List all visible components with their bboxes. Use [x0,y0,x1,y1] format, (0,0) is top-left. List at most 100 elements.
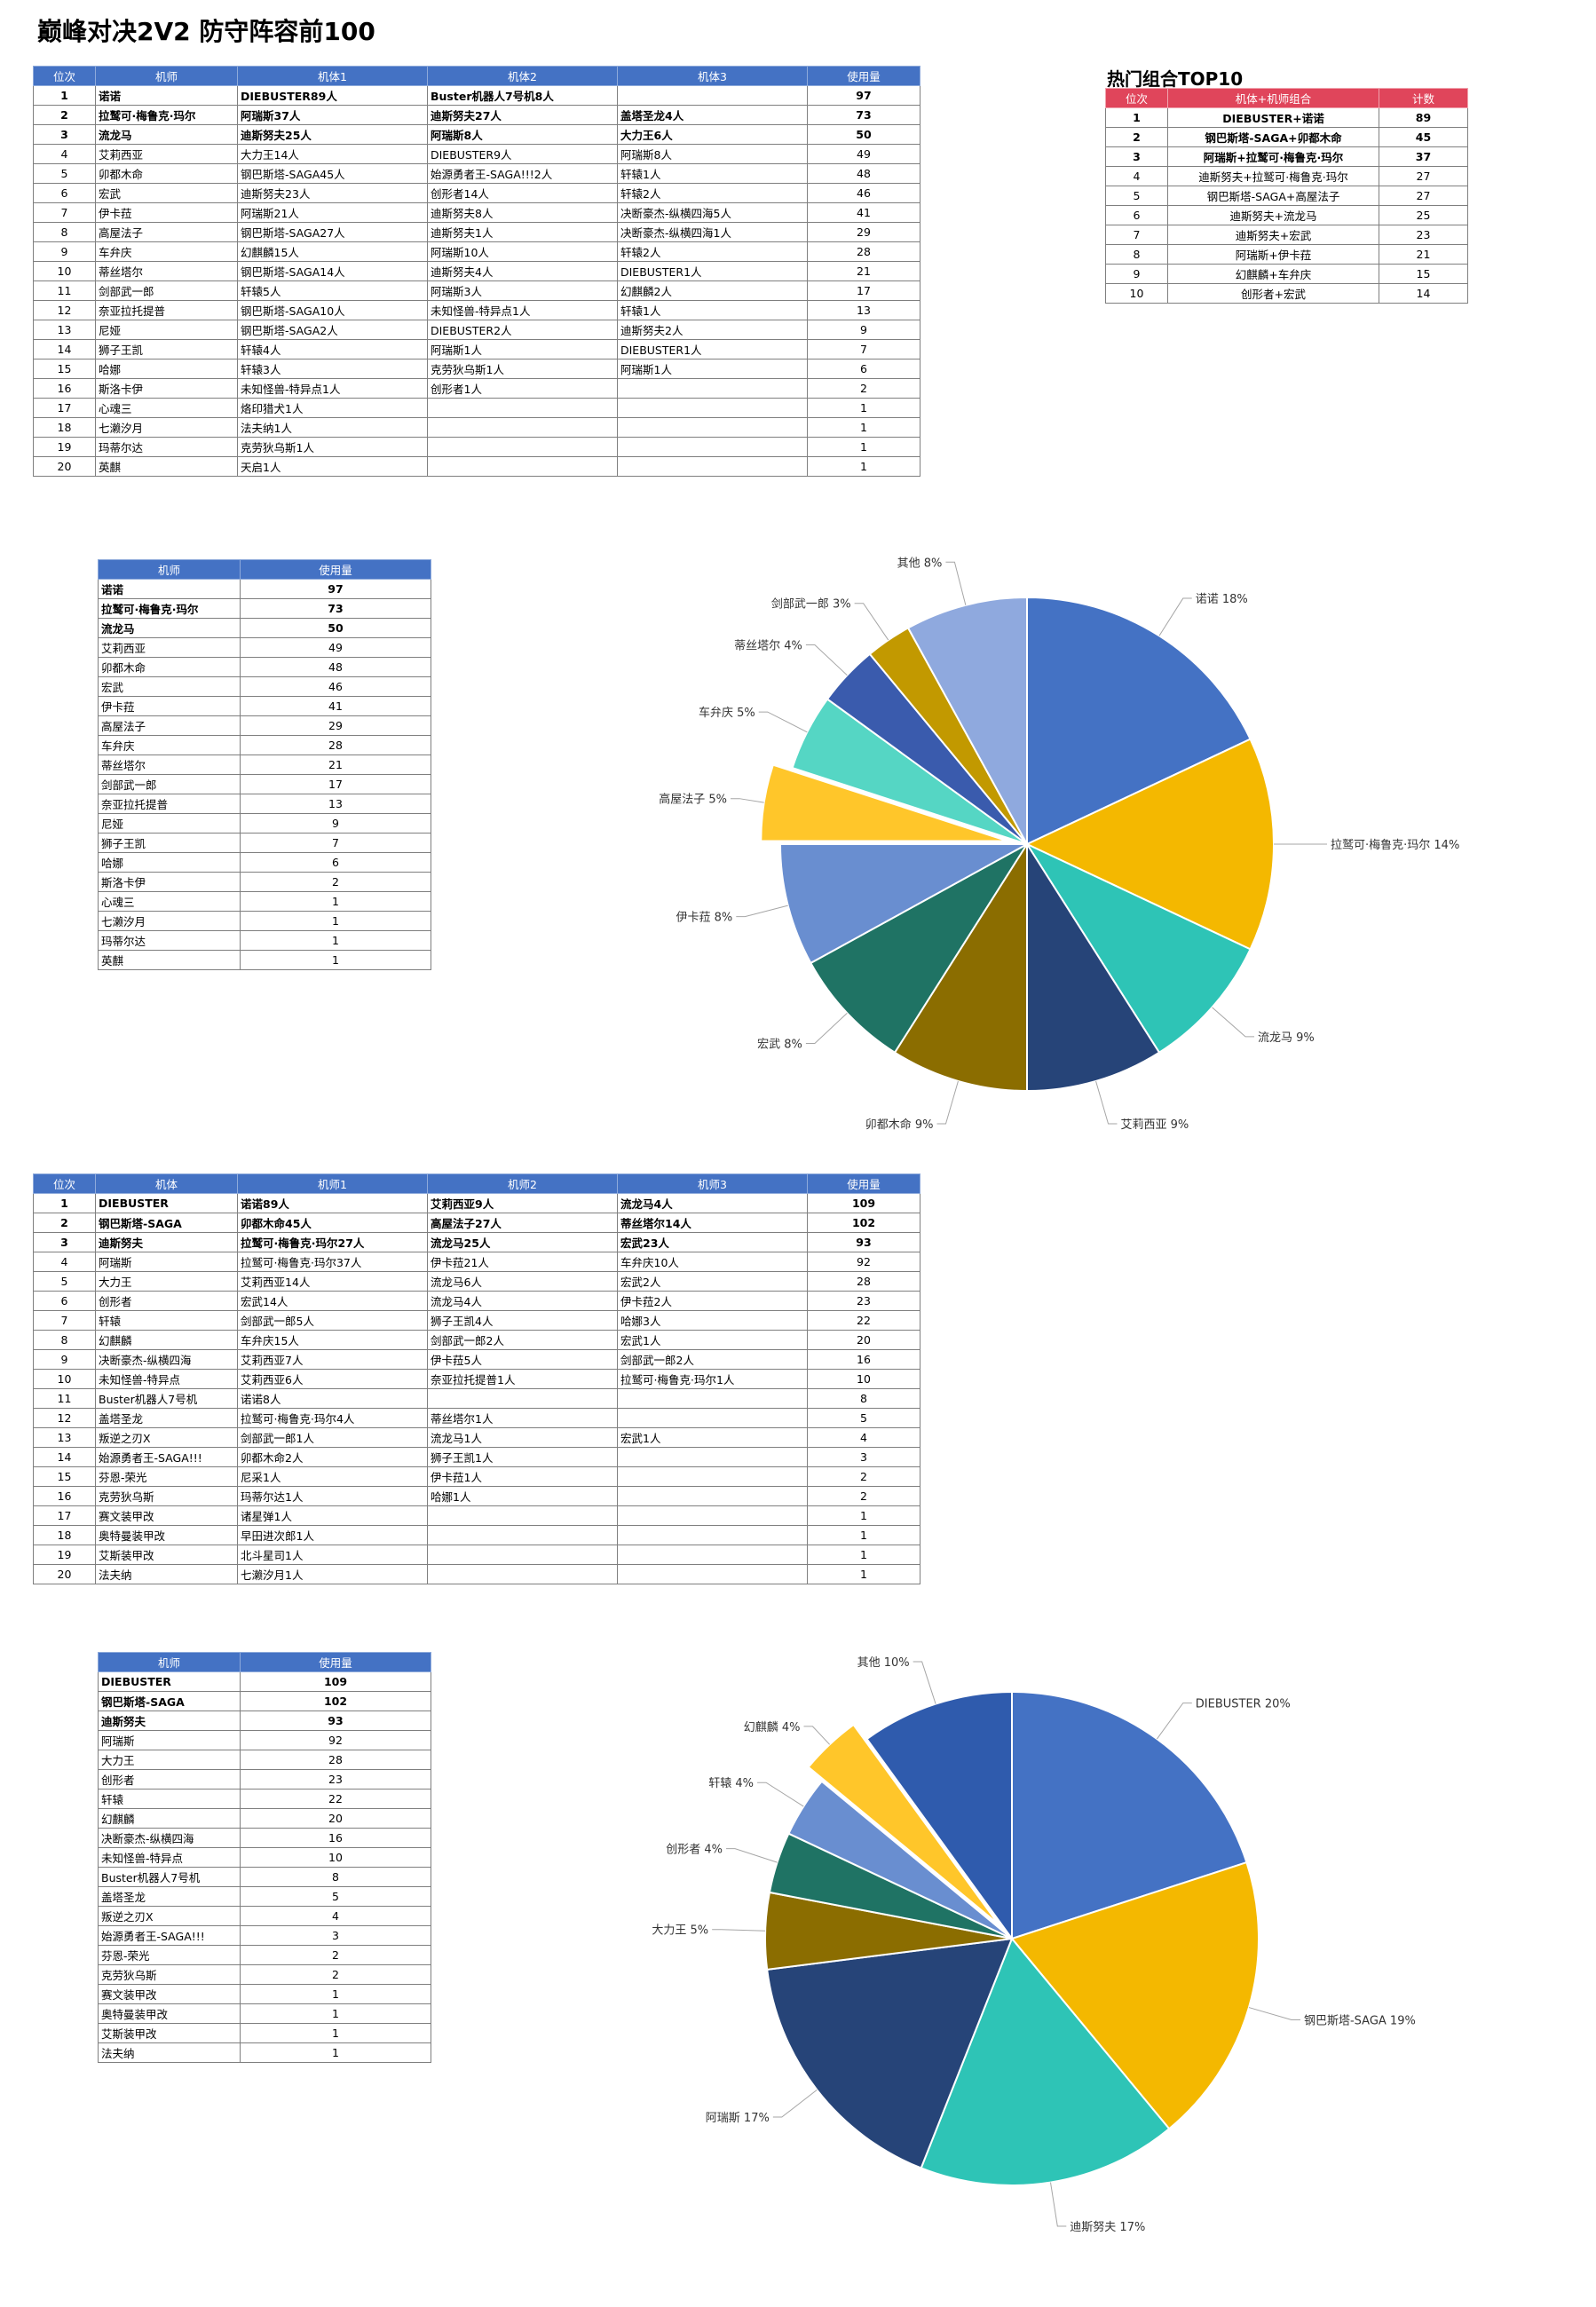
table-row: 创形者 23 [98,1769,431,1790]
table-row: 阿瑞斯 92 [98,1730,431,1750]
table-cell: 20 [33,1564,96,1584]
pilot-usage-table: 机师 使用量 诺诺 97 拉鹫可·梅鲁克·玛尔 73 流龙马 50 艾莉西亚 49 卯都木命 48 宏武… [98,559,431,970]
table-cell: 车弁庆10人 [617,1252,808,1272]
table-cell: 狮子王凯 [98,833,241,853]
table-row: 13 叛逆之刃X 剑部武一郎1人 流龙马1人 宏武1人 4 [33,1427,920,1448]
leader-line [757,1782,804,1807]
table-cell: 流龙马 [95,124,238,145]
pie-slice [865,1690,1013,1942]
table-cell: 13 [807,300,920,320]
table-cell: 阿瑞斯8人 [427,124,618,145]
table-cell: 18 [33,417,96,438]
header-row: 位次 机体+机师组合 计数 [1105,88,1468,108]
table-cell: 英麒 [95,456,238,477]
data-label: 流龙马 9% [1258,1031,1315,1045]
table-row: 9 幻麒麟+车弁庆 15 [1105,264,1468,284]
table-cell: 创形者+宏武 [1167,283,1379,304]
table-cell: 未知怪兽-特异点1人 [237,378,428,399]
table-cell: 卯都木命2人 [237,1447,428,1467]
data-label: 其他 10% [857,1656,910,1670]
table-cell: 阿瑞斯3人 [427,280,618,301]
table-row: 决断豪杰-纵横四海 16 [98,1828,431,1848]
table-cell: 1 [807,456,920,477]
pie-slice [906,596,1028,845]
table-cell: 芬恩-荣光 [98,1945,241,1965]
pilot-defense-table: 位次 机师 机体1 机体2 机体3 使用量 1 诺诺 DIEBUSTER89人 Buster机器人… [33,66,920,477]
data-label: 阿瑞斯 17% [706,2112,770,2125]
table-cell: 决断豪杰-纵横四海 [98,1828,241,1848]
table-row: 10 创形者+宏武 14 [1105,283,1468,304]
table-cell: 天启1人 [237,456,428,477]
leader-line [712,1929,766,1932]
table-cell: 14 [1379,283,1468,304]
data-label: 迪斯努夫 17% [1070,2221,1145,2234]
pie-slice [1024,841,1252,1055]
leader-line [1049,2182,1067,2227]
data-label: 蒂丝塔尔 4% [734,639,802,652]
table-cell: 赛文装甲改 [98,1984,241,2004]
header-row: 位次 机体 机师1 机师2 机师3 使用量 [33,1173,920,1194]
data-label: 创形者 4% [666,1844,723,1857]
data-label: DIEBUSTER 20% [1196,1698,1291,1711]
table-row: 16 斯洛卡伊 未知怪兽-特异点1人 创形者1人 2 [33,378,920,399]
table-cell: 阿瑞斯 [95,1252,238,1272]
table-row: 英麒 1 [98,950,431,970]
table-row: 8 阿瑞斯+伊卡菈 21 [1105,244,1468,265]
table-row: 6 宏武 迪斯努夫23人 创形者14人 轩辕2人 46 [33,183,920,203]
column-header: 机师1 [237,1173,428,1194]
table-cell: 钢巴斯塔-SAGA2人 [237,320,428,340]
leader-line [1212,1007,1255,1038]
table-cell: 剑部武一郎2人 [427,1330,618,1350]
table-row: 12 奈亚拉托提普 钢巴斯塔-SAGA10人 未知怪兽-特异点1人 轩辕1人 13 [33,300,920,320]
data-label: 剑部武一郎 3% [771,597,851,612]
table-row: 11 剑部武一郎 轩辕5人 阿瑞斯3人 幻麒麟2人 17 [33,280,920,301]
column-header: 计数 [1379,88,1468,108]
column-header: 使用量 [807,66,920,86]
column-header: 机体+机师组合 [1167,88,1379,108]
table-cell: 伊卡菈2人 [617,1291,808,1311]
table-cell: 阿瑞斯 [98,1730,241,1750]
table-cell: 1 [807,1564,920,1584]
table-row: 17 赛文装甲改 诸星弹1人 1 [33,1505,920,1526]
table-cell: 拉鹫可·梅鲁克·玛尔4人 [237,1408,428,1428]
table-cell: 未知怪兽-特异点 [95,1369,238,1389]
table-cell: 102 [240,1691,431,1711]
table-cell: 钢巴斯塔-SAGA [95,1213,238,1233]
table-cell: 盖塔圣龙4人 [617,105,808,125]
table-row: 13 尼娅 钢巴斯塔-SAGA2人 DIEBUSTER2人 迪斯努夫2人 9 [33,320,920,340]
data-label: 卯都木命 9% [865,1118,934,1132]
table-cell: 流龙马25人 [427,1232,618,1252]
table-row: 9 决断豪杰-纵横四海 艾莉西亚7人 伊卡菈5人 剑部武一郎2人 16 [33,1349,920,1370]
table-row: 卯都木命 48 [98,657,431,677]
table-row: 3 流龙马 迪斯努夫25人 阿瑞斯8人 大力王6人 50 [33,124,920,145]
table-cell: 剑部武一郎 [98,774,241,794]
table-cell: Buster机器人7号机8人 [427,85,618,106]
table-cell: Buster机器人7号机 [98,1867,241,1887]
table-row: 8 高屋法子 钢巴斯塔-SAGA27人 迪斯努夫1人 决断豪杰-纵横四海1人 29 [33,222,920,242]
table-row: 心魂三 1 [98,891,431,912]
table-row: 18 奥特曼装甲改 早田进次郎1人 1 [33,1525,920,1545]
table-cell: 21 [1379,244,1468,265]
data-label: 幻麒麟 4% [744,1720,801,1734]
table-cell: 1 [240,950,431,970]
data-label: 大力王 5% [652,1924,708,1938]
table-cell: 16 [240,1828,431,1848]
leader-line [726,1848,778,1863]
table-cell: 高屋法子27人 [427,1213,618,1233]
pie-slice [1011,1690,1248,1940]
table-row: 20 英麒 天启1人 1 [33,456,920,477]
leader-line [803,1726,831,1745]
unit-defense-table: 位次 机体 机师1 机师2 机师3 使用量 1 DIEBUSTER 诺诺89人 艾莉西亚9人 流龙马… [33,1173,920,1584]
table-cell: 钢巴斯塔-SAGA [98,1691,241,1711]
leader-line [736,905,788,918]
table-cell: 10 [1105,283,1168,304]
table-cell: 迪斯努夫+宏武 [1167,225,1379,245]
table-row: 19 玛蒂尔达 克劳狄乌斯1人 1 [33,437,920,457]
column-header: 使用量 [807,1173,920,1194]
table-cell: 奥特曼装甲改 [98,2003,241,2024]
data-label: 钢巴斯塔-SAGA 19% [1304,2015,1416,2028]
table-cell: 宏武1人 [617,1427,808,1448]
table-cell: 轩辕3人 [237,359,428,379]
table-row: 始源勇者王-SAGA!!! 3 [98,1925,431,1946]
